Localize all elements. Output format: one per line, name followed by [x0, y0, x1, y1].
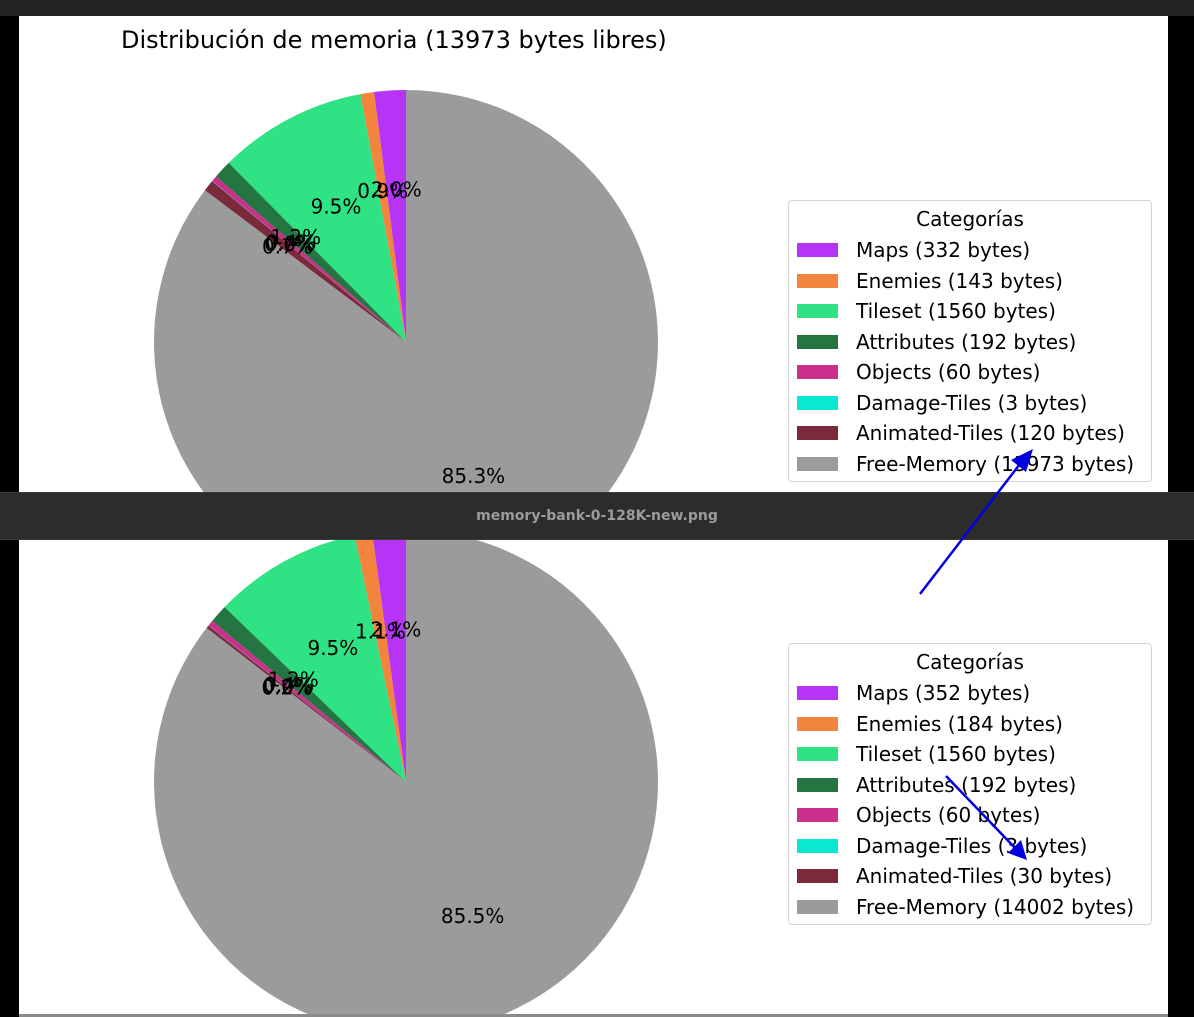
- pie-slice-tileset: [224, 540, 406, 782]
- pie-slice-animated-tiles: [204, 181, 406, 342]
- bottom-frame-edge: [19, 1014, 1168, 1017]
- legend-label: Enemies (184 bytes): [856, 711, 1063, 736]
- legend-label: Animated-Tiles (30 bytes): [856, 864, 1113, 889]
- legend-swatch: [797, 899, 838, 914]
- legend-label: Animated-Tiles (120 bytes): [856, 421, 1125, 446]
- pie-slice-attributes: [212, 607, 406, 782]
- pie-percent-label-objects: 0.4%: [265, 230, 316, 254]
- legend-swatch: [797, 716, 838, 731]
- pie-slice-attributes: [215, 162, 406, 342]
- legend-label: Objects (60 bytes): [856, 803, 1041, 828]
- legend-swatch: [797, 777, 838, 792]
- pie-slice-objects: [212, 176, 406, 342]
- pie-percent-label-free-memory: 85.5%: [441, 904, 505, 928]
- legend-item-objects: Objects (60 bytes): [797, 357, 1143, 388]
- legend-title: Categorías: [916, 650, 1024, 674]
- pie-slice-maps: [373, 90, 406, 342]
- chart-panel-new: 2.1% 1.1% 9.5% 1.2% 0.4% 0.0% 0.2% 85.5% Catego…: [19, 540, 1168, 1014]
- legend-swatch: [797, 869, 838, 884]
- legend-item-damage-tiles: Damage-Tiles (3 bytes): [797, 388, 1143, 419]
- pie-percent-label-tileset: 9.5%: [311, 194, 362, 218]
- chart-title: Distribución de memoria (13973 bytes lib…: [121, 26, 667, 54]
- legend-swatch: [797, 808, 838, 823]
- legend-swatch: [797, 243, 838, 258]
- legend-swatch: [797, 334, 838, 349]
- pie-slice-animated-tiles: [206, 625, 406, 782]
- file-name: memory-bank-0-128K-new.png: [476, 508, 718, 524]
- legend-swatch: [797, 456, 838, 471]
- legend-swatch: [797, 395, 838, 410]
- pie-percent-label-attributes: 1.2%: [270, 225, 321, 249]
- legend-label: Tileset (1560 bytes): [856, 299, 1056, 324]
- pie-percent-label-enemies: 1.1%: [355, 619, 406, 643]
- pie-slice-objects: [208, 620, 406, 782]
- pie-percent-label-tileset: 9.5%: [307, 636, 358, 660]
- legend-label: Free-Memory (13973 bytes): [856, 451, 1135, 476]
- legend-item-free-memory: Free-Memory (14002 bytes): [797, 892, 1143, 923]
- legend-label: Free-Memory (14002 bytes): [856, 894, 1135, 919]
- legend-new: Categorías Maps (352 bytes) Enemies (184 …: [788, 643, 1152, 925]
- pie-chart-old: 2.0%0.9%9.5% 1.2%0.4%0.0%0.7% 85.3%: [154, 90, 658, 492]
- legend-item-tileset: Tileset (1560 bytes): [797, 296, 1143, 327]
- legend-item-animated-tiles: Animated-Tiles (120 bytes): [797, 418, 1143, 449]
- pie-slice-tileset: [228, 94, 406, 342]
- viewer-top-bar: [0, 0, 1194, 16]
- pie-percent-label-objects: 0.4%: [263, 673, 314, 697]
- pie-percent-label-damage-tiles: 0.0%: [264, 232, 315, 256]
- legend-item-animated-tiles: Animated-Tiles (30 bytes): [797, 861, 1143, 892]
- legend-item-free-memory: Free-Memory (13973 bytes): [797, 449, 1143, 480]
- legend-swatch: [797, 838, 838, 853]
- legend-label: Damage-Tiles (3 bytes): [856, 833, 1088, 858]
- pie-chart-new: 2.1%1.1%9.5% 1.2%0.4%0.0%0.2% 85.5%: [154, 540, 658, 1014]
- legend-label: Maps (352 bytes): [856, 681, 1031, 706]
- pie-slice-free-memory: [154, 540, 658, 1014]
- legend-label: Maps (332 bytes): [856, 238, 1031, 263]
- legend-item-objects: Objects (60 bytes): [797, 800, 1143, 831]
- legend-swatch: [797, 426, 838, 441]
- legend-swatch: [797, 273, 838, 288]
- pie-percent-label-enemies: 0.9%: [357, 179, 408, 203]
- legend-label: Tileset (1560 bytes): [856, 742, 1056, 767]
- legend-item-damage-tiles: Damage-Tiles (3 bytes): [797, 831, 1143, 862]
- pie-percent-label-attributes: 1.2%: [268, 668, 319, 692]
- pie-percent-label-free-memory: 85.3%: [442, 464, 506, 488]
- legend-label: Attributes (192 bytes): [856, 329, 1077, 354]
- pie-slice-damage-tiles: [208, 625, 406, 782]
- pie-percent-label-maps: 2.1%: [370, 618, 421, 642]
- pie-slice-maps: [373, 540, 406, 782]
- legend-swatch: [797, 304, 838, 319]
- legend-swatch: [797, 747, 838, 762]
- legend-rows: Maps (352 bytes) Enemies (184 bytes) Tiles…: [797, 678, 1143, 922]
- legend-label: Attributes (192 bytes): [856, 772, 1077, 797]
- legend-swatch: [797, 365, 838, 380]
- pie-slice-enemies: [360, 92, 406, 342]
- legend-label: Enemies (143 bytes): [856, 268, 1063, 293]
- legend-item-maps: Maps (352 bytes): [797, 678, 1143, 709]
- legend-old: Categorías Maps (332 bytes) Enemies (143 …: [788, 200, 1152, 482]
- legend-item-enemies: Enemies (184 bytes): [797, 709, 1143, 740]
- legend-title: Categorías: [916, 207, 1024, 231]
- legend-item-attributes: Attributes (192 bytes): [797, 327, 1143, 358]
- pie-percent-label-animated-tiles: 0.7%: [262, 235, 313, 259]
- legend-item-enemies: Enemies (143 bytes): [797, 266, 1143, 297]
- legend-label: Damage-Tiles (3 bytes): [856, 390, 1088, 415]
- legend-rows: Maps (332 bytes) Enemies (143 bytes) Tiles…: [797, 235, 1143, 479]
- chart-panel-old: Distribución de memoria (13973 bytes lib…: [19, 16, 1168, 492]
- legend-item-tileset: Tileset (1560 bytes): [797, 739, 1143, 770]
- legend-item-maps: Maps (332 bytes): [797, 235, 1143, 266]
- pie-percent-label-damage-tiles: 0.0%: [262, 675, 313, 699]
- legend-item-attributes: Attributes (192 bytes): [797, 770, 1143, 801]
- pie-percent-label-animated-tiles: 0.2%: [261, 675, 312, 699]
- pie-slice-damage-tiles: [212, 180, 406, 342]
- legend-swatch: [797, 686, 838, 701]
- pie-slice-free-memory: [154, 90, 658, 492]
- pie-percent-label-maps: 2.0%: [371, 178, 422, 202]
- legend-label: Objects (60 bytes): [856, 360, 1041, 385]
- image-viewer-filename-bar: memory-bank-0-128K-new.png: [0, 492, 1194, 540]
